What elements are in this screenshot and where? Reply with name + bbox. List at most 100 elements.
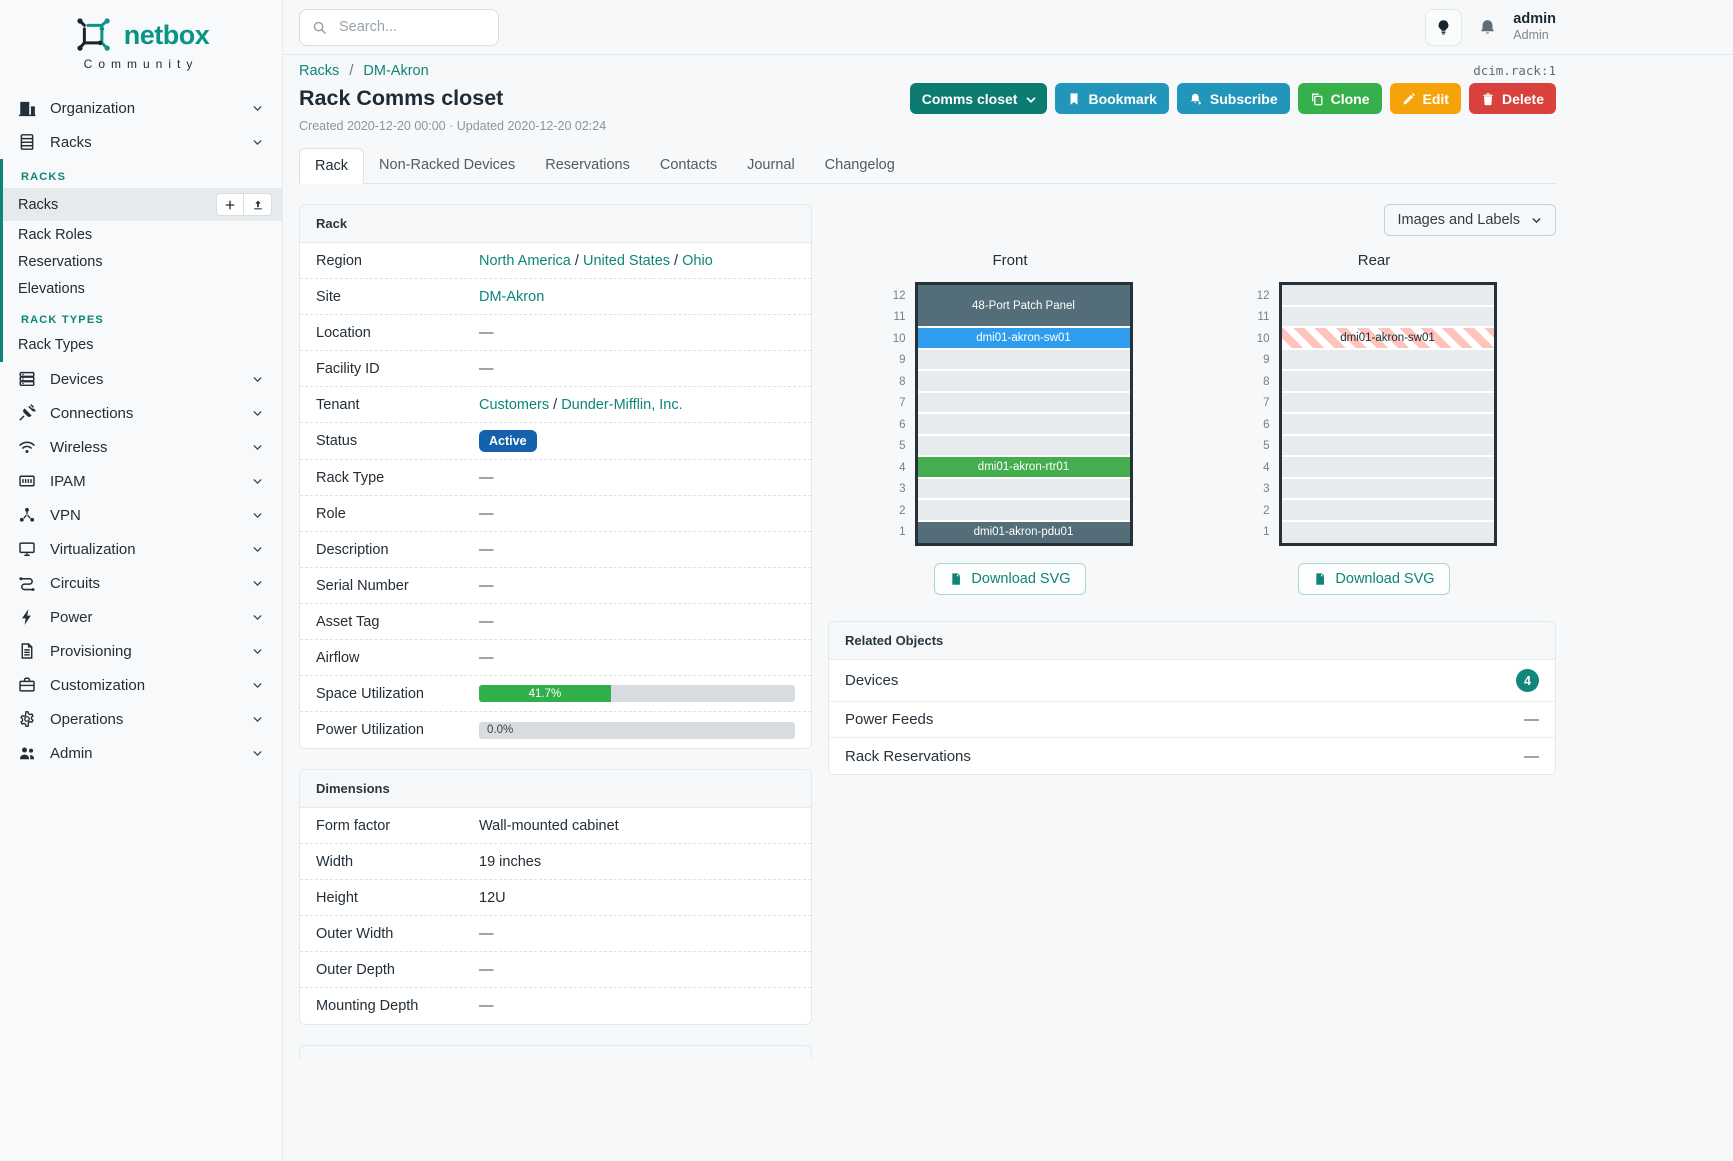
sidebar-item-racks[interactable]: Racks [0,125,282,159]
search-input[interactable] [337,18,477,36]
sidebar-item-reservations[interactable]: Reservations [3,248,282,275]
attribute-label: Site [316,288,341,305]
edit-button[interactable]: Edit [1389,83,1461,114]
chevron-down-icon [251,475,264,488]
sidebar-nav: Organization Racks RACKS Racks Rack Roles Res… [0,91,282,770]
related-objects-title: Related Objects [829,622,1555,660]
rack-device-dmi01-akron-rtr01-front[interactable]: dmi01-akron-rtr01 [917,457,1130,479]
subscribe-button[interactable]: Subscribe [1176,83,1290,114]
brand-logo[interactable]: netbox Community [0,10,282,81]
rack-attr-tenant: Tenant Customers / Dunder-Mifflin, Inc. [300,387,811,423]
network-nodes-icon [18,506,36,524]
search-box[interactable] [299,8,499,46]
breadcrumb-site-link[interactable]: DM-Akron [363,63,429,79]
attribute-value: — [479,361,795,377]
link-united-states[interactable]: United States [582,252,671,269]
sidebar-item-racks[interactable]: Racks [3,188,282,221]
rack-unit-3-empty [1281,478,1494,500]
sidebar-item-operations[interactable]: Operations [0,702,282,736]
tab-journal[interactable]: Journal [747,157,795,173]
sidebar-item-customization[interactable]: Customization [0,668,282,702]
breadcrumb: Racks / DM-Akron [299,63,429,79]
download-svg-front-button[interactable]: Download SVG [934,563,1086,595]
empty-value-dash: — [479,961,494,978]
sidebar-item-organization[interactable]: Organization [0,91,282,125]
breadcrumb-racks-link[interactable]: Racks [299,63,340,79]
rack-device-dmi01-akron-pdu01-front[interactable]: dmi01-akron-pdu01 [917,521,1130,543]
download-svg-rear-button[interactable]: Download SVG [1298,563,1450,595]
attribute-value: — [479,998,795,1014]
attribute-value: Customers / Dunder-Mifflin, Inc. [479,397,795,413]
sidebar-item-label: Virtualization [50,540,136,558]
attribute-label: Description [316,541,389,558]
attribute-label: Height [316,889,358,906]
sidebar-item-ipam[interactable]: IPAM [0,464,282,498]
tab-contacts[interactable]: Contacts [659,157,718,173]
empty-value-dash: — [479,998,494,1014]
rack-attr-airflow: Airflow — [300,640,811,676]
unit-number-11: 11 [893,311,906,324]
delete-button[interactable]: Delete [1468,83,1556,114]
images-and-labels-dropdown[interactable]: Images and Labels [1384,204,1556,236]
comms-closet-dropdown-button[interactable]: Comms closet [909,83,1048,114]
add-rack-button[interactable] [216,193,244,216]
link-dm-akron[interactable]: DM-Akron [479,288,545,305]
sidebar-item-elevations[interactable]: Elevations [3,275,282,302]
unit-number-10: 10 [892,332,906,345]
attribute-label: Power Utilization [316,722,424,738]
plug-icon [18,404,36,422]
theme-toggle-button[interactable] [1425,8,1463,46]
rack-device-dmi01-akron-sw01-rear[interactable]: dmi01-akron-sw01 [1281,328,1494,350]
racks-submenu: RACKS Racks Rack Roles Reservations Elevatio… [0,159,282,362]
sidebar-item-power[interactable]: Power [0,600,282,634]
unit-number-2: 2 [1263,504,1270,517]
bookmark-button[interactable]: Bookmark [1055,83,1169,114]
link-north-america[interactable]: North America [479,252,571,269]
dimension-attr-outer-depth: Outer Depth — [300,952,811,988]
document-icon [18,642,36,660]
sidebar-item-label: Power [50,608,93,626]
search-icon [312,20,327,35]
attribute-label: Facility ID [316,360,380,377]
dimension-attr-outer-width: Outer Width — [300,916,811,952]
brand-subtitle: Community [83,57,199,71]
sidebar-item-virtualization[interactable]: Virtualization [0,532,282,566]
link-ohio[interactable]: Ohio [682,252,713,269]
rack-attr-description: Description — [300,532,811,568]
empty-value-dash: — [479,505,494,522]
sidebar-item-label: Organization [50,99,136,117]
related-row-devices[interactable]: Devices 4 [829,660,1555,702]
rack-device-dmi01-akron-sw01-front[interactable]: dmi01-akron-sw01 [917,328,1130,350]
unit-number-6: 6 [1263,418,1270,431]
rack-device-48-port-patch-panel-front[interactable]: 48-Port Patch Panel [917,285,1130,328]
elevation-rear-title: Rear [1357,252,1391,269]
unit-number-7: 7 [1263,397,1270,410]
devices-count-badge[interactable]: 4 [1516,669,1539,692]
tab-reservations[interactable]: Reservations [545,157,630,173]
tab-rack[interactable]: Rack [299,148,365,184]
sidebar-item-admin[interactable]: Admin [0,736,282,770]
chevron-down-icon [251,509,264,522]
sidebar-item-rack-types[interactable]: Rack Types [3,331,282,358]
sidebar-item-devices[interactable]: Devices [0,362,282,396]
sidebar-item-circuits[interactable]: Circuits [0,566,282,600]
tab-changelog[interactable]: Changelog [824,157,895,173]
unit-number-1: 1 [1263,526,1270,539]
rack-attr-location: Location — [300,315,811,351]
sidebar-group-header-rack-types: RACK TYPES [21,314,104,326]
user-menu[interactable]: admin Admin [1513,11,1556,43]
sidebar-item-rack-roles[interactable]: Rack Roles [3,221,282,248]
link-dunder-mifflin-inc[interactable]: Dunder-Mifflin, Inc. [561,396,683,413]
tab-bar: Rack Non-Racked Devices Reservations Contac… [299,148,1556,184]
sidebar-item-connections[interactable]: Connections [0,396,282,430]
import-racks-button[interactable] [244,193,272,216]
sidebar-item-vpn[interactable]: VPN [0,498,282,532]
tab-non-racked-devices[interactable]: Non-Racked Devices [379,157,516,173]
link-customers[interactable]: Customers [479,396,550,413]
notifications-bell-icon[interactable] [1478,18,1497,37]
chevron-down-icon [251,136,264,149]
sidebar-item-wireless[interactable]: Wireless [0,430,282,464]
clone-button[interactable]: Clone [1297,83,1382,114]
sidebar-item-provisioning[interactable]: Provisioning [0,634,282,668]
breadcrumb-separator: / [349,63,354,79]
